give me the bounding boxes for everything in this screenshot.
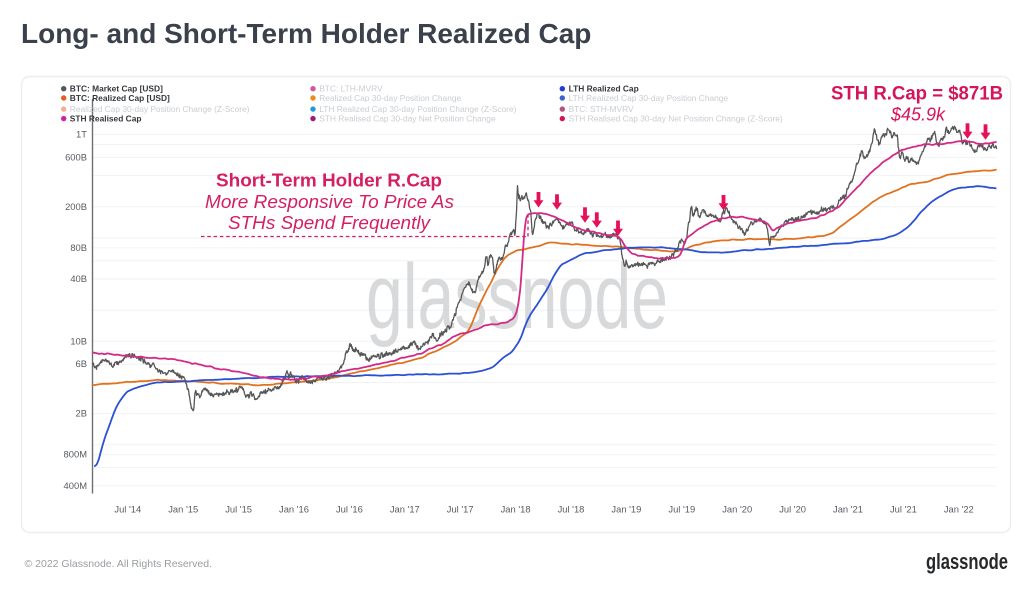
svg-text:1T: 1T bbox=[76, 129, 87, 140]
svg-text:Jan '17: Jan '17 bbox=[390, 504, 420, 515]
svg-text:Jul '20: Jul '20 bbox=[779, 504, 806, 515]
svg-text:© 2022 Glassnode. All Rights R: © 2022 Glassnode. All Rights Reserved. bbox=[25, 558, 213, 570]
svg-text:STH Realised Cap: STH Realised Cap bbox=[70, 113, 142, 123]
svg-text:Jul '19: Jul '19 bbox=[668, 504, 695, 515]
svg-text:200B: 200B bbox=[65, 201, 87, 212]
svg-text:Jan '16: Jan '16 bbox=[279, 504, 309, 515]
svg-text:glassnode: glassnode bbox=[366, 246, 668, 348]
svg-text:STHs Spend Frequently: STHs Spend Frequently bbox=[228, 213, 431, 233]
svg-text:Jul '14: Jul '14 bbox=[114, 504, 141, 515]
svg-text:10B: 10B bbox=[70, 335, 87, 346]
svg-text:BTC: Realized Cap [USD]: BTC: Realized Cap [USD] bbox=[70, 93, 170, 103]
svg-text:80B: 80B bbox=[70, 242, 87, 253]
svg-text:Long- and Short-Term Holder Re: Long- and Short-Term Holder Realized Cap bbox=[21, 18, 591, 49]
svg-text:Jan '15: Jan '15 bbox=[168, 504, 198, 515]
svg-text:Jan '21: Jan '21 bbox=[833, 504, 863, 515]
svg-text:BTC: Market Cap [USD]: BTC: Market Cap [USD] bbox=[70, 84, 163, 94]
svg-text:40B: 40B bbox=[70, 273, 87, 284]
svg-text:glassnode: glassnode bbox=[926, 549, 1008, 574]
svg-text:6B: 6B bbox=[76, 358, 87, 369]
svg-text:Jul '15: Jul '15 bbox=[225, 504, 252, 515]
svg-text:STH R.Cap = $871B: STH R.Cap = $871B bbox=[831, 83, 1003, 105]
svg-text:$45.9k: $45.9k bbox=[890, 105, 946, 125]
svg-text:STH Realised Cap 30-day Net Po: STH Realised Cap 30-day Net Position Cha… bbox=[569, 113, 783, 123]
svg-text:Jan '22: Jan '22 bbox=[944, 504, 974, 515]
svg-text:2B: 2B bbox=[76, 408, 87, 419]
svg-text:Jul '17: Jul '17 bbox=[447, 504, 474, 515]
svg-text:600B: 600B bbox=[65, 151, 87, 162]
svg-text:Jan '19: Jan '19 bbox=[611, 504, 641, 515]
svg-text:STH Realised Cap 30-day Net Po: STH Realised Cap 30-day Net Position Cha… bbox=[319, 113, 496, 123]
svg-text:LTH Realized Cap 30-day Positi: LTH Realized Cap 30-day Position Change … bbox=[319, 104, 516, 114]
svg-text:Jul '21: Jul '21 bbox=[890, 504, 917, 515]
svg-text:Jul '18: Jul '18 bbox=[558, 504, 585, 515]
svg-text:LTH Realized Cap: LTH Realized Cap bbox=[569, 84, 639, 94]
svg-text:Short-Term Holder R.Cap: Short-Term Holder R.Cap bbox=[216, 171, 442, 191]
svg-text:Jan '20: Jan '20 bbox=[722, 504, 752, 515]
svg-text:Realized Cap 30-day Position C: Realized Cap 30-day Position Change bbox=[319, 93, 461, 103]
svg-text:BTC: STH-MVRV: BTC: STH-MVRV bbox=[569, 104, 634, 114]
svg-text:LTH Realized Cap 30-day Positi: LTH Realized Cap 30-day Position Change bbox=[569, 93, 729, 103]
svg-text:800M: 800M bbox=[64, 449, 88, 460]
svg-text:More Responsive To Price As: More Responsive To Price As bbox=[205, 192, 454, 212]
svg-text:400M: 400M bbox=[64, 480, 88, 491]
svg-text:Jan '18: Jan '18 bbox=[501, 504, 531, 515]
svg-text:Realized Cap 30-day Position C: Realized Cap 30-day Position Change (Z-S… bbox=[70, 104, 250, 114]
svg-text:BTC: LTH-MVRV: BTC: LTH-MVRV bbox=[319, 84, 383, 94]
svg-text:Jul '16: Jul '16 bbox=[336, 504, 363, 515]
